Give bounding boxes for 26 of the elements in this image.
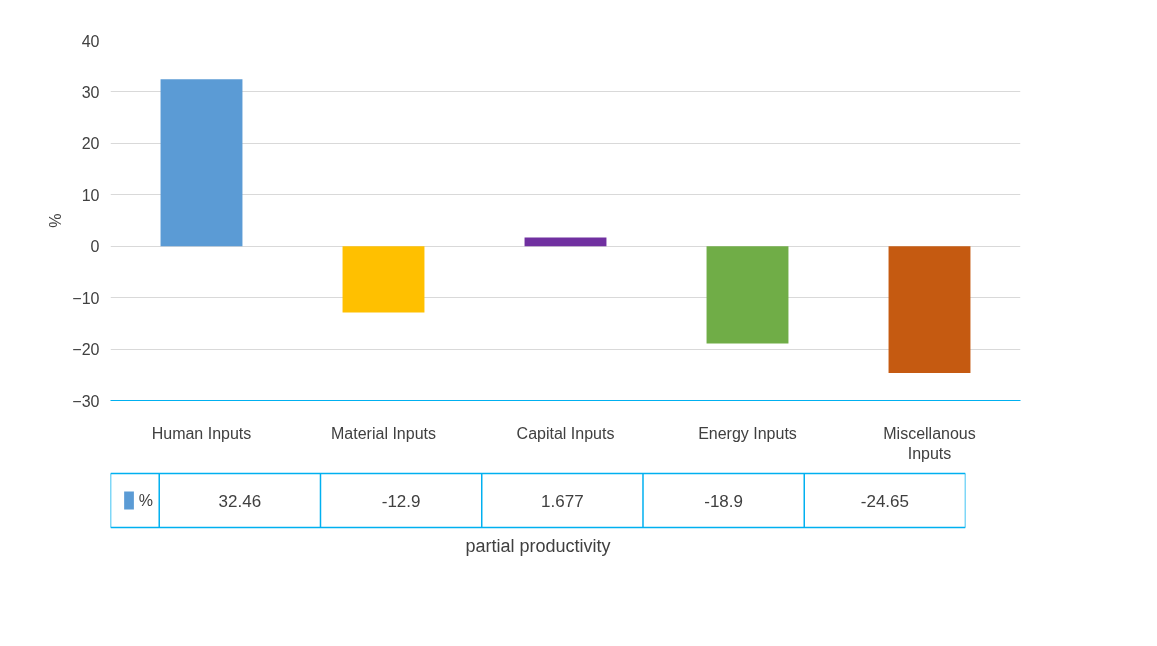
text: -24.65 <box>860 491 909 511</box>
y-tick-label: 10 <box>81 186 100 204</box>
bar <box>888 246 971 373</box>
y-tick-label: −30 <box>72 392 100 410</box>
y-tick-label: 30 <box>81 83 100 101</box>
y-tick-label: −10 <box>72 289 100 307</box>
x-tick-label: Energy Inputs <box>698 424 797 442</box>
y-axis-title: % <box>47 213 65 228</box>
x-tick-label: Human Inputs <box>151 424 252 442</box>
text: -18.9 <box>704 491 743 511</box>
bar <box>706 246 789 344</box>
x-tick-label: Capital Inputs <box>516 424 615 442</box>
bar <box>342 246 425 313</box>
bar <box>524 237 607 247</box>
text: 32.46 <box>218 491 262 511</box>
y-tick-label: 40 <box>81 32 100 50</box>
bar <box>160 79 243 247</box>
y-tick-label: 20 <box>81 135 100 153</box>
text: -12.9 <box>381 491 421 511</box>
x-tick-label: Miscellanous Inputs <box>883 424 976 462</box>
legend-label: % <box>138 492 153 509</box>
y-tick-label: 0 <box>90 238 100 256</box>
y-tick-label: −20 <box>72 341 100 359</box>
x-axis-title: partial productivity <box>465 535 611 556</box>
text: 1.677 <box>541 491 584 511</box>
x-tick-label: Material Inputs <box>331 424 436 442</box>
